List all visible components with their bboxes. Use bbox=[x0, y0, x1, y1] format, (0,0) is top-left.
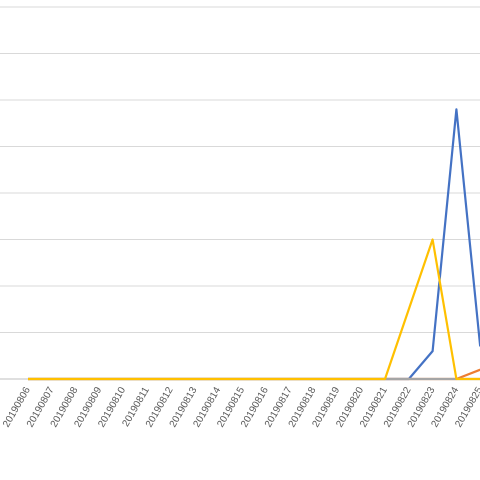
series-line bbox=[28, 238, 480, 381]
series-line bbox=[28, 108, 480, 381]
